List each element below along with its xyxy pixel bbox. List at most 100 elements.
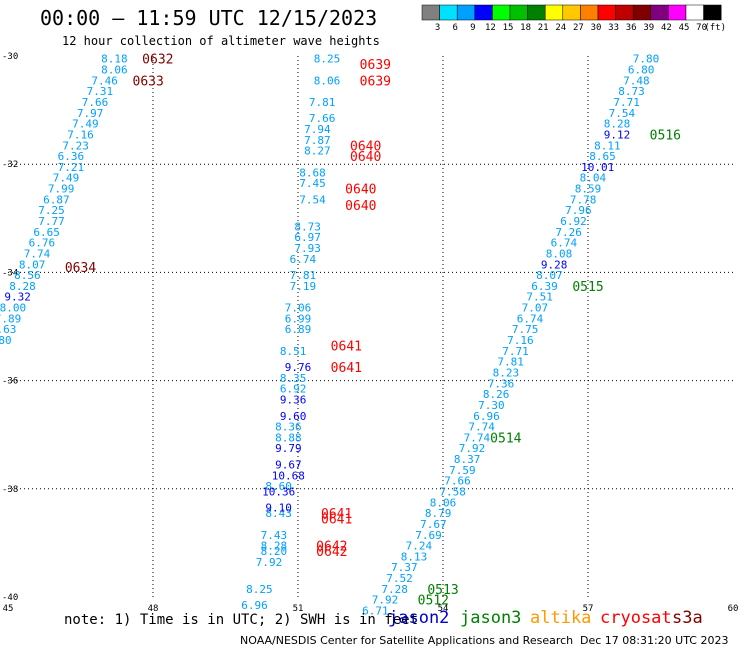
wave-height-point: 7.24 bbox=[406, 540, 433, 553]
wave-height-point: 7.74 bbox=[468, 421, 495, 434]
wave-height-point: 6.36 bbox=[58, 150, 85, 163]
colorbar-unit: (ft) bbox=[704, 23, 726, 33]
wave-height-point: 6.80 bbox=[628, 64, 655, 77]
y-tick-label: -40 bbox=[2, 593, 18, 603]
wave-height-point: 8.88 bbox=[275, 431, 302, 444]
colorbar-label: 36 bbox=[626, 23, 637, 33]
wave-height-point: 6.71 bbox=[362, 605, 389, 618]
wave-height-point: 7.49 bbox=[72, 118, 99, 131]
wave-height-point: 6.39 bbox=[531, 280, 558, 293]
pass-time-label: 0632 bbox=[142, 53, 173, 68]
pass-time-label: 0640 bbox=[350, 139, 381, 154]
wave-height-point: 7.49 bbox=[53, 172, 80, 185]
colorbar-label: 3 bbox=[435, 23, 440, 33]
wave-height-point: 7.06 bbox=[285, 302, 312, 315]
x-tick-label: 57 bbox=[583, 604, 594, 614]
colorbar-swatch bbox=[597, 4, 616, 21]
wave-height-point: 7.93 bbox=[294, 242, 321, 255]
wave-height-point: 7.54 bbox=[299, 193, 326, 206]
grid-lines bbox=[8, 56, 733, 597]
wave-height-point: 7.77 bbox=[38, 215, 65, 228]
wave-height-point: 7.80 bbox=[633, 53, 660, 66]
wave-height-point: 8.36 bbox=[275, 421, 302, 434]
wave-height-point: 8.73 bbox=[618, 85, 645, 98]
colorbar-label: 21 bbox=[538, 23, 549, 33]
wave-height-point: 7.46 bbox=[91, 74, 118, 87]
colorbar-label: 9 bbox=[470, 23, 475, 33]
wave-height-point: 9.76 bbox=[285, 361, 312, 374]
wave-height-point: 8.04 bbox=[580, 172, 607, 185]
colorbar-swatch bbox=[562, 4, 581, 21]
wave-height-point: 8.60 bbox=[265, 480, 292, 493]
wave-height-point: 6.80 bbox=[0, 334, 12, 347]
wave-height-point: 6.96 bbox=[473, 410, 500, 423]
pass-time-label: 0515 bbox=[572, 280, 603, 295]
wave-height-point: 8.06 bbox=[314, 74, 341, 87]
wave-height-point: 7.58 bbox=[439, 486, 466, 499]
wave-height-point: 8.37 bbox=[454, 453, 481, 466]
wave-height-point: 9.79 bbox=[275, 442, 302, 455]
colorbar-swatch bbox=[456, 4, 476, 21]
x-tick-label: 48 bbox=[148, 604, 159, 614]
wave-height-point: 7.52 bbox=[386, 572, 413, 585]
wave-height-point: 7.59 bbox=[449, 464, 476, 477]
wave-height-point: 9.60 bbox=[280, 410, 307, 423]
colorbar-label: 18 bbox=[520, 23, 531, 33]
x-tick-label: 60 bbox=[728, 604, 739, 614]
wave-height-point: 8.13 bbox=[401, 550, 428, 563]
wave-height-point: 8.07 bbox=[19, 258, 46, 271]
wave-height-point: 7.92 bbox=[459, 442, 486, 455]
y-tick-label: -30 bbox=[2, 52, 18, 62]
wave-height-point: 7.94 bbox=[304, 123, 331, 136]
wave-height-point: 7.96 bbox=[565, 204, 592, 217]
wave-height-point: 7.71 bbox=[502, 345, 529, 358]
colorbar-swatch bbox=[544, 4, 564, 21]
generated-timestamp: Dec 17 08:31:20 UTC 2023 bbox=[580, 634, 729, 647]
wave-height-point: 8.00 bbox=[0, 302, 26, 315]
colorbar-label: 42 bbox=[661, 23, 672, 33]
wave-height-point: 7.31 bbox=[87, 85, 114, 98]
chart-subtitle: 12 hour collection of altimeter wave hei… bbox=[62, 34, 380, 48]
pass-time-label: 0512 bbox=[418, 594, 449, 609]
x-tick-label: 54 bbox=[438, 604, 449, 614]
wave-height-point: 6.89 bbox=[285, 323, 312, 336]
wave-height-point: 7.43 bbox=[261, 529, 288, 542]
colorbar-swatch bbox=[703, 4, 722, 21]
colorbar-label: 45 bbox=[679, 23, 690, 33]
credit-text: NOAA/NESDIS Center for Satellite Applica… bbox=[240, 634, 574, 647]
pass-time-label: 0640 bbox=[345, 199, 376, 214]
wave-height-point: 7.28 bbox=[381, 583, 408, 596]
wave-height-point: 7.54 bbox=[609, 107, 636, 120]
wave-height-point: 7.16 bbox=[67, 128, 94, 141]
wave-height-point: 7.99 bbox=[48, 183, 75, 196]
wave-height-point: 9.67 bbox=[275, 458, 302, 471]
axis-ticks: 45 48 51 54 57 60 -30 -32 -34 -36 -38 -40 bbox=[2, 52, 738, 614]
wave-height-point: 7.30 bbox=[478, 399, 505, 412]
wave-height-point: 7.69 bbox=[415, 529, 442, 542]
wave-height-point: 8.25 bbox=[314, 53, 341, 66]
colorbar-swatch bbox=[509, 4, 528, 21]
wave-height-point: 7.48 bbox=[623, 74, 650, 87]
wave-height-point: 10.68 bbox=[272, 469, 305, 482]
colorbar-label: 6 bbox=[452, 23, 457, 33]
colorbar-swatch bbox=[439, 4, 458, 21]
wave-height-point: 8.68 bbox=[299, 166, 326, 179]
wave-height-point: 7.07 bbox=[522, 302, 549, 315]
legend-jason2: jason2 bbox=[388, 608, 450, 628]
wave-height-point: 8.79 bbox=[425, 507, 452, 520]
wave-height-point: 7.81 bbox=[497, 356, 524, 369]
chart-title: 00:00 – 11:59 UTC 12/15/2023 bbox=[40, 6, 378, 30]
wave-height-point: 8.27 bbox=[304, 145, 331, 158]
wave-height-point: 6.87 bbox=[43, 193, 70, 206]
pass-time-label: 0634 bbox=[65, 261, 96, 276]
colorbar-legend: 3 6 9 12 15 18 21 24 27 30 33 36 39 42 45 70(ft) bbox=[421, 4, 726, 33]
legend-jason3: jason3 bbox=[460, 608, 522, 628]
wave-height-point: 8.35 bbox=[280, 372, 307, 385]
colorbar-label: 24 bbox=[555, 23, 566, 33]
pass-time-label: 0641 bbox=[331, 361, 362, 376]
colorbar-swatch bbox=[527, 4, 546, 21]
wave-height-point: 7.81 bbox=[290, 269, 317, 282]
wave-height-point: 6.74 bbox=[517, 312, 544, 325]
wave-height-point: 7.81 bbox=[309, 96, 336, 109]
footer-note: note: 1) Time is in UTC; 2) SWH is in fe… bbox=[64, 612, 419, 628]
